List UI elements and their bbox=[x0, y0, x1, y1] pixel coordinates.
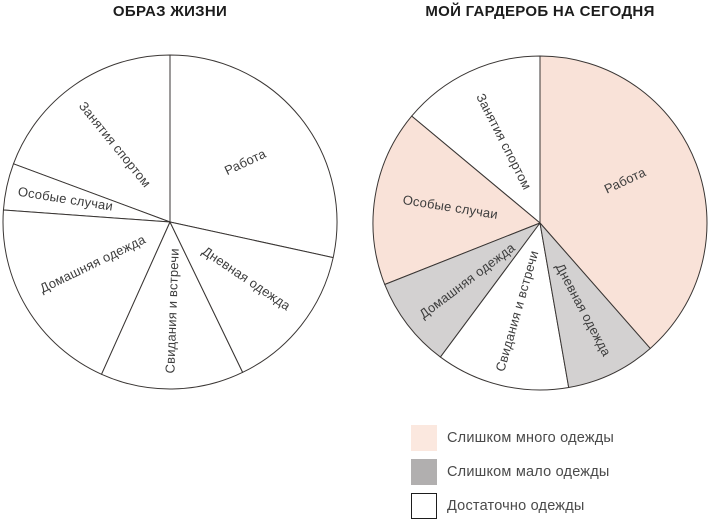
legend-item: Слишком мало одежды bbox=[411, 459, 614, 485]
pie-slice-label: Свидания и встречи bbox=[162, 248, 181, 374]
pie-slice-enough bbox=[439, 222, 570, 391]
pie-slice-too_many bbox=[372, 115, 541, 285]
legend-swatch-icon bbox=[411, 459, 437, 485]
pie-slice-enough bbox=[2, 209, 171, 375]
legend-label: Слишком мало одежды bbox=[447, 464, 610, 480]
pie-slice-enough bbox=[12, 54, 171, 223]
pie-slice-enough bbox=[169, 221, 334, 373]
legend-label: Достаточно одежды bbox=[447, 498, 585, 514]
legend-label: Слишком много одежды bbox=[447, 430, 615, 446]
legend-swatch-icon bbox=[411, 493, 437, 519]
legend-swatch-icon bbox=[411, 425, 437, 451]
right-chart-title: МОЙ ГАРДЕРОБ НА СЕГОДНЯ bbox=[425, 3, 655, 20]
pie-slice-too_few bbox=[384, 222, 541, 358]
left-chart-title: ОБРАЗ ЖИЗНИ bbox=[112, 3, 228, 20]
pie-slice-enough bbox=[411, 55, 541, 224]
legend-item: Слишком много одежды bbox=[411, 425, 614, 451]
pie-slice-too_few bbox=[539, 222, 651, 389]
pie-slice-too_many bbox=[539, 55, 708, 349]
legend: Слишком много одежды Слишком мало одежды Д… bbox=[411, 425, 614, 519]
legend-item: Достаточно одежды bbox=[411, 493, 614, 519]
pie-slice-enough bbox=[101, 221, 244, 390]
pie-slice-enough bbox=[169, 54, 338, 259]
